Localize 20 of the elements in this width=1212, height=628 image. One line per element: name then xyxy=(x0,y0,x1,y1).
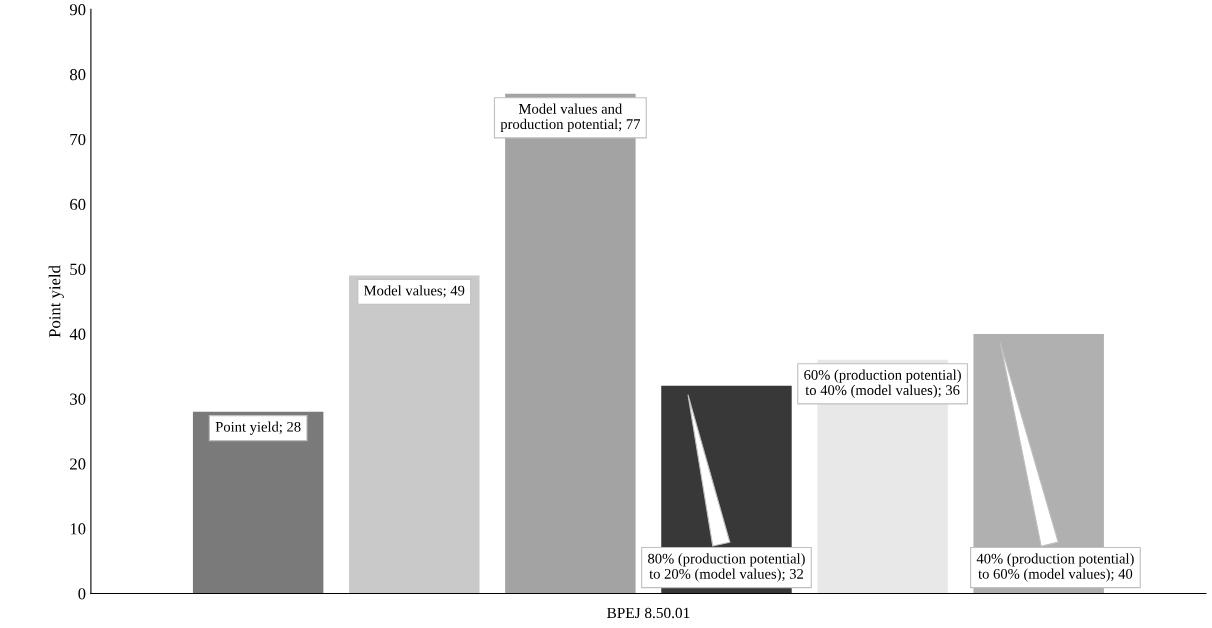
y-tick-label: 50 xyxy=(70,263,86,275)
y-tick-label: 10 xyxy=(70,523,86,535)
y-tick-label: 90 xyxy=(69,4,86,16)
y-tick-label: 60 xyxy=(70,198,86,211)
y-tick-label: 20 xyxy=(70,458,86,470)
x-tick-label: BPEJ 8.50.01 xyxy=(607,607,690,619)
data-label: 60% (production potential) to 40% (model values); 36 xyxy=(804,369,961,399)
y-tick-label: 30 xyxy=(70,393,86,405)
y-tick-label: 0 xyxy=(78,588,86,600)
y-axis-title: Point yield xyxy=(48,265,64,338)
data-label: Model values; 49 xyxy=(364,285,465,298)
bar xyxy=(192,411,324,594)
y-tick-label: 70 xyxy=(70,133,86,146)
y-tick-label: 40 xyxy=(69,328,86,340)
data-label: Model values and production potential; 77 xyxy=(500,103,641,132)
data-label: 80% (production potential) to 20% (model values); 32 xyxy=(648,553,805,582)
data-label: 40% (production potential) to 60% (model values); 40 xyxy=(976,553,1134,582)
bar xyxy=(349,275,480,594)
y-tick-label: 80 xyxy=(70,69,86,81)
data-label: Point yield; 28 xyxy=(215,421,301,435)
